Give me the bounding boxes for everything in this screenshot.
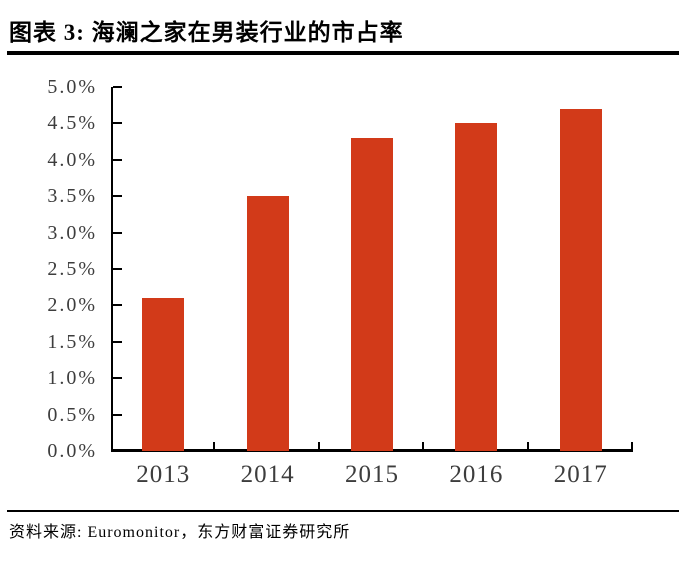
x-axis-tick [526,442,529,450]
y-tick-label: 2.5% [47,258,97,280]
y-axis-tick [113,268,122,270]
y-tick-label: 4.0% [47,148,97,171]
x-axis-tick [631,442,633,450]
y-axis-tick [113,377,122,380]
bar-chart: 0.0% 0.5% 1.0% 1.5% 2.0% 2.5% 3.0% 3.5% 4.0% 4.5%… [47,76,633,488]
bar-2013 [142,298,185,451]
x-axis-tick [213,442,216,450]
source-note: 资料来源: Euromonitor，东方财富证券研究所 [9,524,351,541]
y-tick-label: 0.0% [47,440,97,462]
y-axis-tick [113,231,122,234]
y-tick-label: 5.0% [47,76,97,98]
bar-2015 [351,137,393,451]
y-axis-tick [113,304,122,307]
bar-2014 [246,196,289,451]
y-axis-tick [113,86,122,88]
y-axis-tick [113,158,122,161]
y-tick-label: 1.0% [47,367,97,390]
y-tick-label: 3.0% [47,221,97,244]
bar-2016 [455,123,498,451]
title-underline-rule [7,51,679,55]
y-axis-tick [113,122,122,125]
y-tick-label: 3.5% [47,185,97,208]
y-axis-tick [113,195,122,198]
y-axis-tick [113,450,122,452]
y-tick-label: 0.5% [47,403,97,426]
y-axis-tick [113,413,122,416]
x-tick-label: 2013 [136,461,191,488]
x-tick-label: 2015 [345,461,399,488]
y-axis-tick [113,340,122,343]
footer-divider-rule [7,510,679,512]
x-tick-label: 2016 [449,461,504,488]
x-axis-tick [317,442,320,450]
y-tick-label: 4.5% [47,112,97,135]
x-tick-label: 2017 [553,461,608,488]
x-axis-tick [422,442,425,450]
bar-2017 [559,108,602,451]
x-tick-label: 2014 [240,461,295,488]
y-axis-line [111,87,113,452]
figure-title: 图表 3: 海澜之家在男装行业的市占率 [9,20,404,45]
y-tick-label: 1.5% [47,330,97,353]
y-tick-label: 2.0% [47,294,97,317]
